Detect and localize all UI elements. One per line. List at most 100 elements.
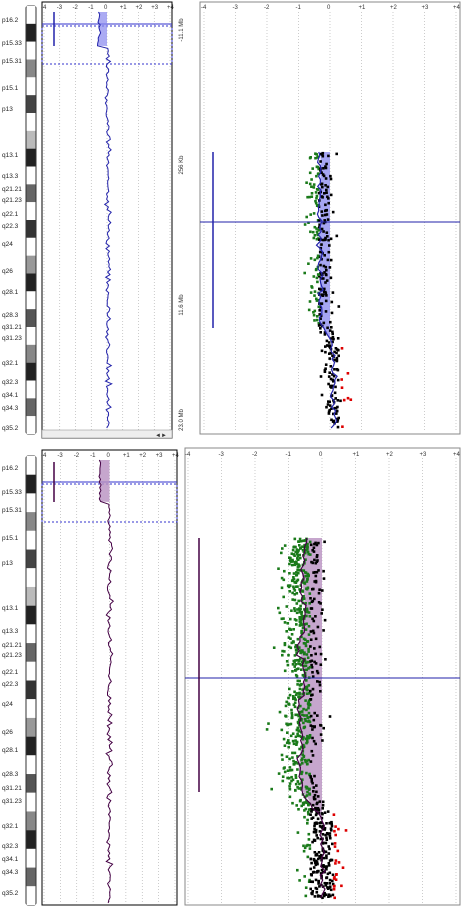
- data-point: [283, 766, 286, 769]
- data-point: [285, 722, 288, 726]
- data-point: [299, 786, 303, 790]
- data-point: [319, 331, 322, 334]
- data-point: [320, 393, 324, 397]
- data-point: [296, 658, 299, 662]
- data-point: [312, 866, 316, 869]
- data-point: [294, 735, 298, 739]
- data-point: [311, 687, 315, 691]
- data-point: [301, 762, 304, 765]
- data-point: [290, 714, 294, 717]
- data-point: [333, 829, 336, 833]
- bottom-overview-selection[interactable]: [41, 483, 178, 523]
- data-point: [332, 419, 335, 423]
- data-point: [287, 585, 291, 589]
- data-point: [327, 344, 330, 347]
- data-point: [319, 152, 323, 156]
- data-point: [329, 193, 333, 197]
- data-point: [334, 385, 337, 389]
- data-point: [323, 271, 326, 274]
- data-point: [324, 299, 328, 303]
- data-point: [301, 650, 305, 654]
- data-point: [311, 167, 314, 170]
- data-point: [295, 571, 298, 574]
- data-point: [310, 654, 313, 657]
- data-point: [317, 167, 320, 171]
- data-point: [300, 772, 303, 776]
- data-point: [291, 598, 294, 601]
- data-point: [298, 544, 301, 547]
- data-point: [328, 329, 332, 332]
- data-point: [303, 271, 306, 275]
- data-point: [291, 801, 294, 805]
- data-point: [303, 539, 307, 542]
- data-point: [280, 753, 284, 757]
- data-point: [319, 317, 322, 320]
- data-point: [294, 774, 298, 777]
- data-point: [334, 878, 338, 881]
- band-label: q32.1: [2, 823, 19, 830]
- data-point: [314, 662, 318, 665]
- data-point: [325, 405, 328, 409]
- data-point: [310, 286, 314, 289]
- data-point: [307, 832, 311, 836]
- data-point: [310, 663, 313, 667]
- chromosome-band: [26, 680, 36, 700]
- data-point: [309, 857, 313, 861]
- data-point: [287, 723, 291, 726]
- data-point: [323, 219, 326, 222]
- position-label: 256 Kb: [179, 155, 185, 175]
- data-point: [305, 181, 308, 184]
- data-point: [313, 851, 317, 854]
- data-point: [307, 706, 310, 710]
- data-point: [331, 330, 334, 334]
- band-label: q34.3: [2, 405, 19, 412]
- top-overview-scrollbar[interactable]: ◄►: [41, 429, 173, 439]
- data-point: [307, 838, 311, 841]
- data-point: [326, 195, 329, 199]
- data-point: [306, 855, 310, 859]
- data-point: [330, 418, 333, 422]
- tick-label: +1: [120, 5, 128, 11]
- data-point: [305, 622, 308, 626]
- data-point: [319, 327, 322, 330]
- top-overview-frame: [41, 1, 173, 439]
- data-point: [346, 396, 350, 400]
- data-point: [317, 882, 320, 885]
- data-point: [307, 719, 311, 723]
- band-label: p13: [2, 106, 13, 113]
- data-point: [323, 811, 327, 814]
- data-point: [307, 552, 310, 556]
- data-point: [312, 311, 315, 314]
- data-point: [296, 786, 299, 789]
- data-point: [315, 859, 318, 863]
- tick-label: +4: [172, 453, 180, 459]
- data-point: [325, 213, 329, 216]
- data-point: [288, 572, 291, 575]
- data-point: [336, 425, 340, 429]
- data-point: [327, 862, 331, 865]
- data-point: [324, 292, 328, 295]
- data-point: [303, 651, 306, 654]
- data-point: [324, 177, 328, 180]
- data-point: [331, 340, 334, 344]
- data-point: [324, 866, 328, 870]
- data-point: [314, 637, 318, 641]
- data-point: [303, 551, 307, 555]
- data-point: [290, 711, 294, 715]
- top-band-labels: p16.2 p15.33 p15.31 p15.1 p13 q13.1 q13.3 q21.2…: [2, 17, 22, 432]
- data-point: [321, 800, 325, 804]
- data-point: [325, 822, 328, 825]
- data-point: [317, 808, 321, 811]
- top-scroll-arrows[interactable]: ◄►: [155, 433, 167, 439]
- data-point: [294, 550, 297, 554]
- band-label: q31.23: [2, 798, 22, 805]
- data-point: [329, 365, 333, 368]
- data-point: [318, 588, 321, 591]
- data-point: [300, 619, 303, 622]
- data-point: [306, 716, 309, 720]
- data-point: [312, 857, 316, 861]
- data-point: [337, 416, 340, 420]
- data-point: [325, 268, 328, 272]
- data-point: [306, 547, 309, 551]
- data-point: [294, 698, 297, 701]
